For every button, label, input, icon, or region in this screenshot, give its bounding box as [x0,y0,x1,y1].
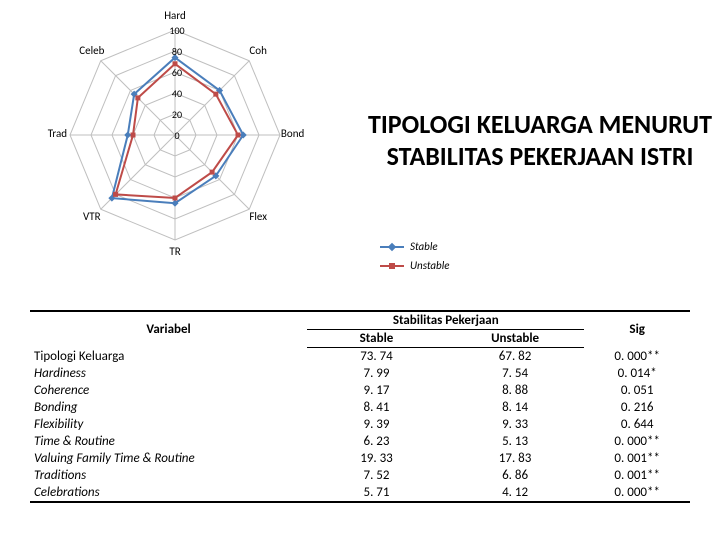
axis-label: Celeb [72,44,112,57]
tick-label: 0 [165,129,189,142]
radar-chart: Hard Coh Bond Flex TR VTR Trad Celeb 0 20 40 60 80 1… [0,0,360,280]
page-title: TIPOLOGI KELUARGA MENURUT STABILITAS PEK… [360,108,720,173]
axis-label: Hard [155,9,195,22]
axis-label: TR [155,245,195,258]
title-block: TIPOLOGI KELUARGA MENURUT STABILITAS PEK… [360,0,720,280]
tick-label: 60 [165,66,189,79]
tick-label: 20 [165,108,189,121]
tick-label: 100 [165,24,189,37]
legend-swatch [380,265,404,267]
legend-label: Stable [410,240,438,253]
legend: Stable Unstable [380,240,450,278]
legend-item: Stable [380,240,450,253]
axis-label: Coh [238,44,278,57]
tick-label: 80 [165,45,189,58]
legend-swatch [380,246,404,248]
legend-item: Unstable [380,259,450,272]
axis-label: Flex [238,210,278,223]
legend-label: Unstable [410,259,450,272]
tick-label: 40 [165,87,189,100]
data-table: VariabelStabilitas PekerjaanSigStableUns… [30,310,690,503]
axis-label: VTR [72,210,112,223]
axis-label: Trad [37,127,77,140]
axis-label: Bond [273,127,313,140]
